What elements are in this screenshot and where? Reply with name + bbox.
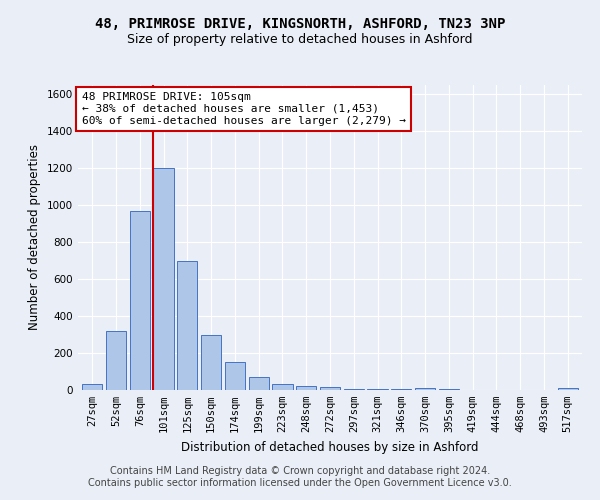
Bar — [415, 388, 435, 390]
Bar — [320, 387, 340, 390]
X-axis label: Distribution of detached houses by size in Ashford: Distribution of detached houses by size … — [181, 440, 479, 454]
Bar — [201, 334, 221, 390]
Bar — [344, 389, 364, 390]
Bar — [154, 168, 173, 390]
Bar — [391, 389, 412, 390]
Text: Contains HM Land Registry data © Crown copyright and database right 2024.
Contai: Contains HM Land Registry data © Crown c… — [88, 466, 512, 487]
Text: 48 PRIMROSE DRIVE: 105sqm
← 38% of detached houses are smaller (1,453)
60% of se: 48 PRIMROSE DRIVE: 105sqm ← 38% of detac… — [82, 92, 406, 126]
Bar — [82, 384, 103, 390]
Bar — [106, 331, 126, 390]
Text: 48, PRIMROSE DRIVE, KINGSNORTH, ASHFORD, TN23 3NP: 48, PRIMROSE DRIVE, KINGSNORTH, ASHFORD,… — [95, 18, 505, 32]
Bar — [367, 389, 388, 390]
Bar — [225, 362, 245, 390]
Bar — [130, 210, 150, 390]
Bar — [296, 386, 316, 390]
Bar — [272, 384, 293, 390]
Bar — [248, 377, 269, 390]
Bar — [177, 260, 197, 390]
Text: Size of property relative to detached houses in Ashford: Size of property relative to detached ho… — [127, 32, 473, 46]
Bar — [557, 388, 578, 390]
Y-axis label: Number of detached properties: Number of detached properties — [28, 144, 41, 330]
